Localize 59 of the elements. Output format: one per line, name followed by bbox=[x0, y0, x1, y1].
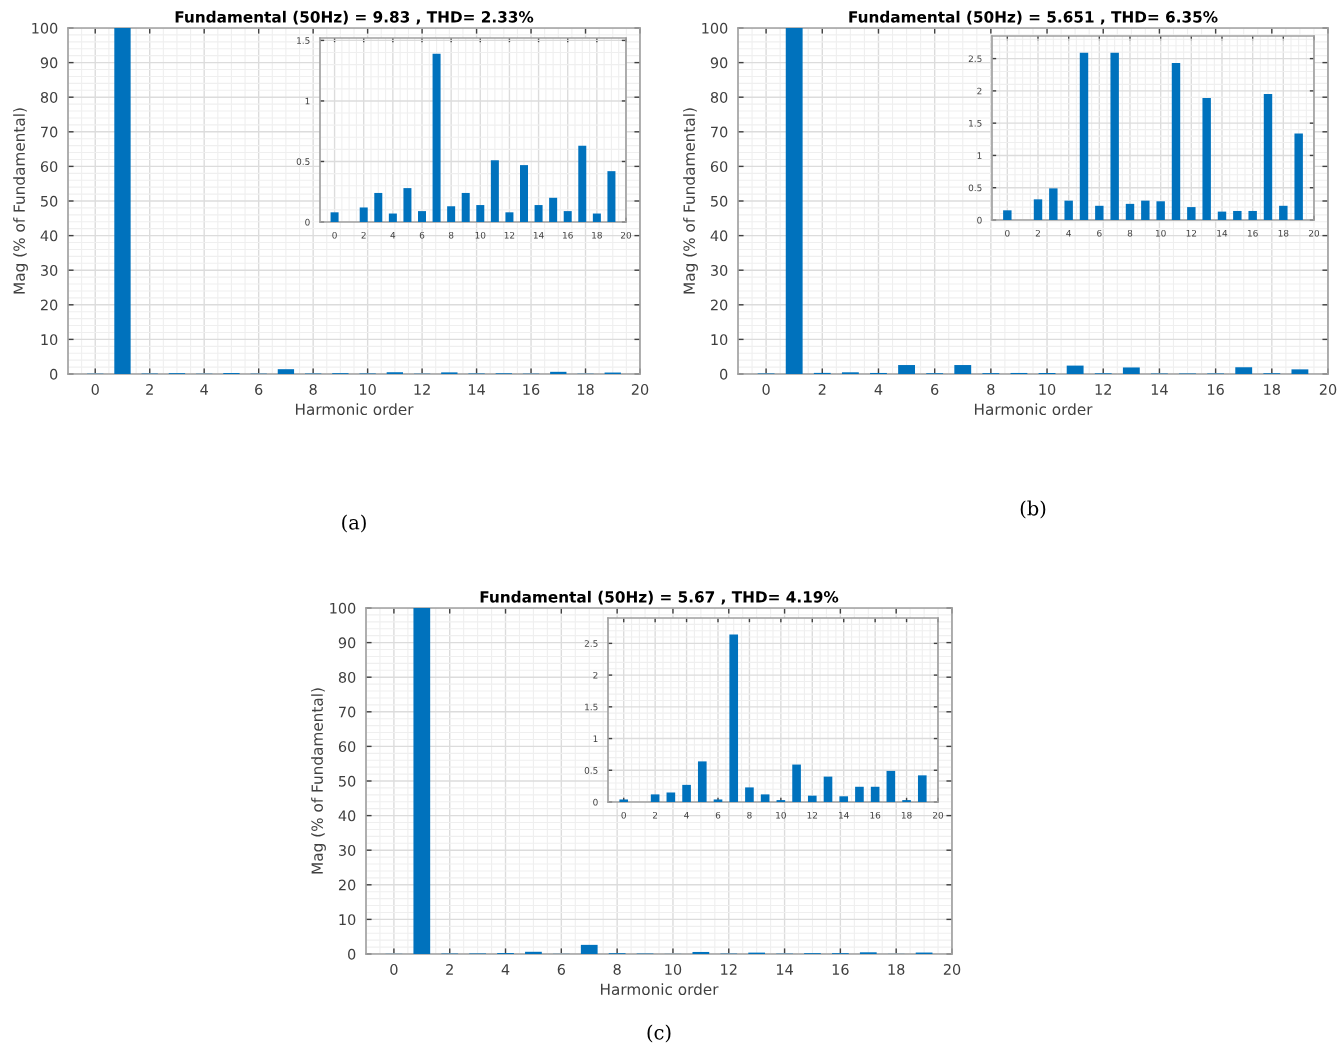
bar bbox=[682, 784, 691, 802]
bar bbox=[114, 28, 131, 374]
bar bbox=[1141, 200, 1150, 220]
bar bbox=[1263, 94, 1273, 220]
bar bbox=[1202, 97, 1211, 220]
bar bbox=[1235, 367, 1253, 374]
bar bbox=[823, 776, 833, 802]
bar bbox=[745, 787, 754, 802]
bar bbox=[1033, 199, 1043, 220]
bar bbox=[917, 775, 927, 802]
bar bbox=[1171, 63, 1181, 220]
bar bbox=[534, 205, 543, 222]
bar bbox=[1294, 133, 1303, 220]
bar bbox=[697, 761, 707, 802]
bar bbox=[870, 786, 880, 802]
bar bbox=[855, 786, 864, 802]
bar bbox=[1125, 203, 1135, 220]
bar bbox=[785, 28, 803, 374]
bar bbox=[330, 212, 339, 222]
bar bbox=[563, 211, 572, 222]
bar bbox=[580, 944, 598, 954]
bar bbox=[1122, 367, 1140, 374]
bar bbox=[1279, 205, 1288, 220]
bar bbox=[760, 794, 770, 802]
bar bbox=[666, 792, 676, 802]
bar bbox=[1156, 201, 1165, 220]
bar bbox=[403, 188, 412, 222]
bar bbox=[954, 365, 972, 374]
bar bbox=[898, 365, 915, 374]
bar bbox=[447, 206, 456, 222]
bar bbox=[1110, 52, 1119, 220]
bar bbox=[549, 197, 558, 222]
bar bbox=[359, 207, 368, 222]
bar bbox=[490, 160, 499, 222]
bar bbox=[1187, 207, 1196, 220]
bar bbox=[519, 165, 529, 222]
bar bbox=[1095, 205, 1104, 220]
bar bbox=[1049, 188, 1058, 220]
bar bbox=[1233, 210, 1242, 220]
bar bbox=[1248, 210, 1257, 220]
bar bbox=[578, 145, 587, 222]
bar bbox=[607, 171, 616, 222]
bar bbox=[432, 53, 441, 222]
bar bbox=[505, 212, 514, 222]
bar bbox=[792, 764, 801, 802]
bar bbox=[374, 192, 383, 222]
bar bbox=[1079, 52, 1089, 220]
text: (c) bbox=[647, 1024, 671, 1043]
text: (b) bbox=[1020, 500, 1046, 519]
bar bbox=[1003, 210, 1012, 220]
bar bbox=[476, 205, 485, 222]
text: (a) bbox=[342, 514, 366, 533]
bar bbox=[729, 634, 739, 802]
bar bbox=[1064, 200, 1073, 220]
bar bbox=[417, 211, 427, 222]
bar bbox=[1066, 365, 1084, 374]
bar bbox=[413, 608, 431, 954]
bar bbox=[461, 192, 470, 222]
bar bbox=[886, 770, 896, 802]
